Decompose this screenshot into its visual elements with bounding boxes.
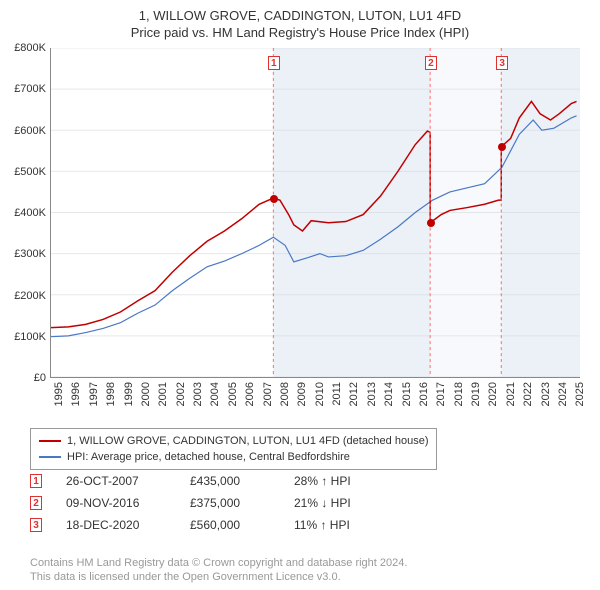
x-tick-label: 2019 bbox=[470, 382, 482, 406]
x-tick-label: 2004 bbox=[209, 382, 221, 406]
event-date: 09-NOV-2016 bbox=[66, 496, 166, 510]
x-tick-label: 2000 bbox=[140, 382, 152, 406]
y-tick-label: £200K bbox=[10, 290, 46, 302]
x-tick-label: 1999 bbox=[123, 382, 135, 406]
x-tick-label: 1995 bbox=[53, 382, 65, 406]
event-marker-inline: 2 bbox=[30, 496, 42, 510]
y-tick-label: £0 bbox=[10, 372, 46, 384]
y-tick-label: £400K bbox=[10, 207, 46, 219]
title-subtitle: Price paid vs. HM Land Registry's House … bbox=[10, 25, 590, 40]
x-tick-label: 2015 bbox=[401, 382, 413, 406]
x-tick-label: 2025 bbox=[574, 382, 586, 406]
x-tick-label: 2017 bbox=[435, 382, 447, 406]
event-marker-inline: 1 bbox=[30, 474, 42, 488]
events-table: 1 26-OCT-2007 £435,000 28% ↑ HPI 2 09-NOV-201… bbox=[30, 470, 394, 536]
event-marker-2: 2 bbox=[425, 56, 437, 70]
x-tick-label: 1996 bbox=[70, 382, 82, 406]
event-date: 18-DEC-2020 bbox=[66, 518, 166, 532]
x-tick-label: 2014 bbox=[383, 382, 395, 406]
event-marker-inline: 3 bbox=[30, 518, 42, 532]
x-tick-label: 2020 bbox=[487, 382, 499, 406]
y-tick-label: £100K bbox=[10, 331, 46, 343]
event-marker-1: 1 bbox=[268, 56, 280, 70]
x-tick-label: 2022 bbox=[522, 382, 534, 406]
x-tick-label: 2006 bbox=[244, 382, 256, 406]
event-delta: 21% ↓ HPI bbox=[294, 496, 394, 510]
legend: 1, WILLOW GROVE, CADDINGTON, LUTON, LU1 … bbox=[30, 428, 437, 470]
legend-label-hpi: HPI: Average price, detached house, Cent… bbox=[67, 449, 350, 465]
event-delta: 28% ↑ HPI bbox=[294, 474, 394, 488]
footer-copyright: Contains HM Land Registry data © Crown c… bbox=[30, 556, 590, 570]
x-tick-label: 2013 bbox=[366, 382, 378, 406]
x-tick-label: 2009 bbox=[296, 382, 308, 406]
event-delta: 11% ↑ HPI bbox=[294, 518, 394, 532]
footer-license: This data is licensed under the Open Gov… bbox=[30, 570, 590, 584]
legend-label-price: 1, WILLOW GROVE, CADDINGTON, LUTON, LU1 … bbox=[67, 433, 428, 449]
event-row: 2 09-NOV-2016 £375,000 21% ↓ HPI bbox=[30, 492, 394, 514]
event-dot-2 bbox=[427, 219, 435, 227]
event-row: 1 26-OCT-2007 £435,000 28% ↑ HPI bbox=[30, 470, 394, 492]
x-tick-label: 2016 bbox=[418, 382, 430, 406]
event-price: £560,000 bbox=[190, 518, 270, 532]
x-tick-label: 2002 bbox=[175, 382, 187, 406]
event-marker-3: 3 bbox=[496, 56, 508, 70]
event-dot-1 bbox=[270, 195, 278, 203]
chart-area: £0£100K£200K£300K£400K£500K£600K£700K£80… bbox=[10, 48, 590, 418]
x-tick-label: 2012 bbox=[348, 382, 360, 406]
y-axis: £0£100K£200K£300K£400K£500K£600K£700K£80… bbox=[10, 48, 48, 378]
x-tick-label: 2024 bbox=[557, 382, 569, 406]
y-tick-label: £700K bbox=[10, 83, 46, 95]
x-tick-label: 2003 bbox=[192, 382, 204, 406]
event-row: 3 18-DEC-2020 £560,000 11% ↑ HPI bbox=[30, 514, 394, 536]
titles: 1, WILLOW GROVE, CADDINGTON, LUTON, LU1 … bbox=[0, 0, 600, 44]
legend-row-price: 1, WILLOW GROVE, CADDINGTON, LUTON, LU1 … bbox=[39, 433, 428, 449]
x-axis: 1995 1996 1997 1998 1999 2000 2001 2002 2003 2004… bbox=[50, 378, 580, 418]
y-tick-label: £800K bbox=[10, 42, 46, 54]
x-tick-label: 2001 bbox=[157, 382, 169, 406]
event-price: £375,000 bbox=[190, 496, 270, 510]
y-tick-label: £500K bbox=[10, 166, 46, 178]
footer: Contains HM Land Registry data © Crown c… bbox=[30, 556, 590, 584]
x-tick-label: 1998 bbox=[105, 382, 117, 406]
chart-container: 1, WILLOW GROVE, CADDINGTON, LUTON, LU1 … bbox=[0, 0, 600, 590]
legend-swatch-hpi bbox=[39, 456, 61, 458]
y-tick-label: £300K bbox=[10, 248, 46, 260]
x-tick-label: 2018 bbox=[453, 382, 465, 406]
legend-swatch-price bbox=[39, 440, 61, 442]
x-tick-label: 2023 bbox=[540, 382, 552, 406]
x-tick-label: 1997 bbox=[88, 382, 100, 406]
x-tick-label: 2005 bbox=[227, 382, 239, 406]
event-price: £435,000 bbox=[190, 474, 270, 488]
x-tick-label: 2007 bbox=[262, 382, 274, 406]
plot-area: 1 2 3 bbox=[50, 48, 580, 378]
event-date: 26-OCT-2007 bbox=[66, 474, 166, 488]
x-tick-label: 2008 bbox=[279, 382, 291, 406]
title-address: 1, WILLOW GROVE, CADDINGTON, LUTON, LU1 … bbox=[10, 8, 590, 23]
legend-row-hpi: HPI: Average price, detached house, Cent… bbox=[39, 449, 428, 465]
y-tick-label: £600K bbox=[10, 125, 46, 137]
chart-svg bbox=[51, 48, 580, 377]
x-tick-label: 2010 bbox=[314, 382, 326, 406]
x-tick-label: 2021 bbox=[505, 382, 517, 406]
x-tick-label: 2011 bbox=[331, 382, 343, 406]
event-dot-3 bbox=[498, 143, 506, 151]
